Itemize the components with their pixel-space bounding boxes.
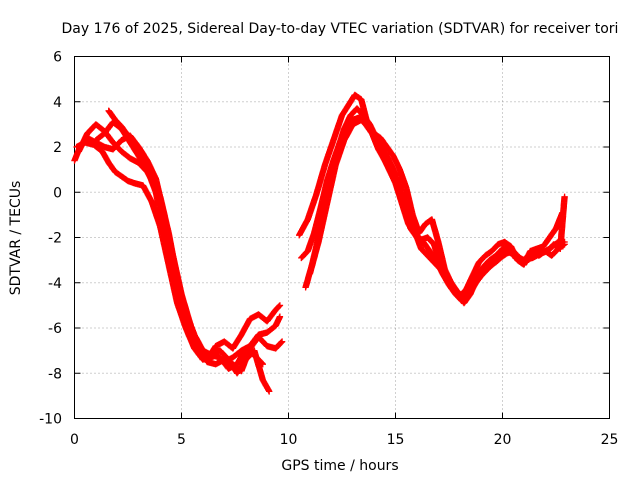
y-tick-label: -2 <box>48 231 62 247</box>
data-points <box>71 91 568 395</box>
y-tick-label: 0 <box>53 185 62 201</box>
data-point <box>276 313 284 320</box>
y-tick-label: -8 <box>48 366 62 382</box>
data-point <box>259 361 266 368</box>
grid-lines <box>74 56 610 419</box>
x-tick-label: 25 <box>601 432 619 448</box>
y-tick-label: -4 <box>48 276 62 292</box>
data-series-track-4 <box>92 118 284 363</box>
x-tick-label: 15 <box>387 432 405 448</box>
data-point <box>561 238 568 246</box>
data-series-track-1 <box>71 132 284 366</box>
y-tick-label: 4 <box>53 95 62 111</box>
y-tick-label: -10 <box>39 412 62 428</box>
data-series-track-7 <box>302 105 566 300</box>
data-point <box>278 338 286 345</box>
y-tick-label: 6 <box>53 50 62 66</box>
data-point <box>561 193 568 200</box>
data-series-track-9 <box>306 116 568 302</box>
x-tick-label: 10 <box>280 432 298 448</box>
x-tick-label: 20 <box>494 432 512 448</box>
data-point <box>276 302 284 309</box>
y-tick-label: -6 <box>48 321 62 337</box>
data-series-track-8 <box>296 91 568 307</box>
data-point <box>266 388 273 395</box>
data-series-track-5 <box>105 107 266 372</box>
data-point <box>276 302 283 310</box>
data-point <box>278 339 285 346</box>
x-tick-label: 5 <box>177 432 186 448</box>
y-axis-title: SDTVAR / TECUs <box>8 181 24 296</box>
x-tick-label: 0 <box>70 432 79 448</box>
data-point <box>258 360 266 367</box>
chart-title: Day 176 of 2025, Sidereal Day-to-day VTE… <box>62 21 619 37</box>
x-axis-title: GPS time / hours <box>281 458 398 474</box>
axis-ticks: 0 5 10 15 20 25 -10 -8 -6 -4 -2 0 2 4 6 <box>39 50 618 449</box>
y-tick-label: 2 <box>53 140 62 156</box>
